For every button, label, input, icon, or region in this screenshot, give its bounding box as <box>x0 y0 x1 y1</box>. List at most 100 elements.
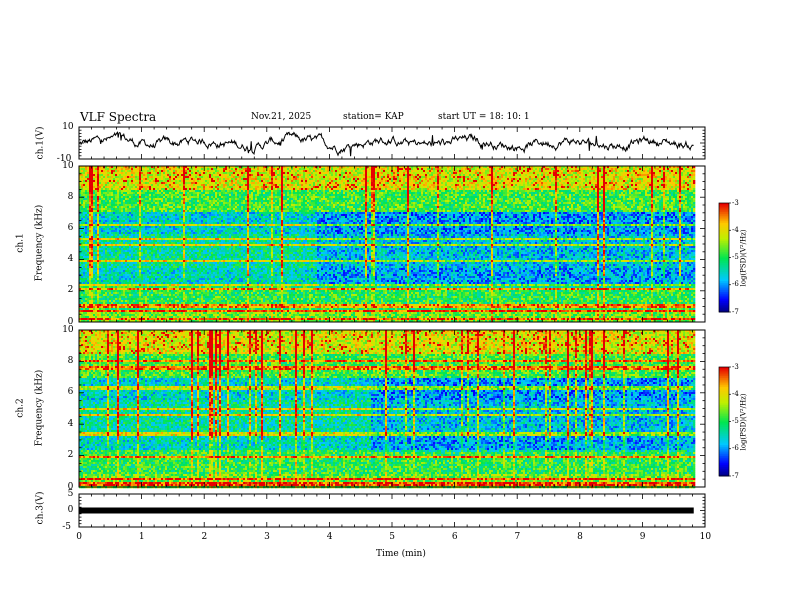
psd-cell <box>659 168 661 170</box>
psd-cell <box>685 168 687 170</box>
psd-cell <box>595 168 597 170</box>
psd-cell <box>293 168 295 170</box>
psd-cell <box>239 168 241 170</box>
psd-cell <box>363 168 365 170</box>
psd-cell <box>95 170 97 172</box>
psd-cell <box>425 168 427 170</box>
psd-cell <box>213 170 215 172</box>
psd-cell <box>259 168 261 170</box>
psd-cell <box>99 170 101 172</box>
psd-cell <box>273 168 275 170</box>
psd-cell <box>525 170 527 172</box>
psd-cell <box>343 168 345 170</box>
psd-cell <box>485 170 487 172</box>
psd-cell <box>505 170 507 172</box>
psd-cell <box>315 170 317 172</box>
psd-cell <box>297 170 299 172</box>
psd-cell <box>399 170 401 172</box>
psd-cell <box>225 168 227 170</box>
psd-cell <box>163 170 165 172</box>
psd-cell <box>543 168 545 170</box>
psd-cell <box>631 168 633 170</box>
psd-cell <box>85 168 87 170</box>
psd-cell <box>377 170 379 172</box>
psd-cell <box>147 168 149 170</box>
psd-cell <box>89 168 91 170</box>
psd-cell <box>549 168 551 170</box>
psd-cell <box>439 170 441 172</box>
psd-cell <box>241 170 243 172</box>
psd-cell <box>369 168 371 170</box>
psd-cell <box>503 170 505 172</box>
psd-cell <box>343 170 345 172</box>
psd-cell <box>573 168 575 170</box>
psd-cell <box>425 170 427 172</box>
psd-cell <box>435 170 437 172</box>
psd-cell <box>319 168 321 170</box>
psd-cell <box>609 168 611 170</box>
psd-cell <box>81 168 83 170</box>
psd-cell <box>231 168 233 170</box>
psd-cell <box>347 170 349 172</box>
psd-cell <box>345 168 347 170</box>
psd-cell <box>307 170 309 172</box>
psd-cell <box>523 170 525 172</box>
psd-cell <box>459 170 461 172</box>
psd-cell <box>433 168 435 170</box>
psd-cell <box>441 170 443 172</box>
psd-cell <box>207 170 209 172</box>
psd-cell <box>423 170 425 172</box>
psd-cell <box>405 168 407 170</box>
psd-cell <box>449 170 451 172</box>
psd-cell <box>615 168 617 170</box>
psd-cell <box>327 168 329 170</box>
psd-cell <box>389 170 391 172</box>
psd-cell <box>415 170 417 172</box>
psd-cell <box>501 168 503 170</box>
psd-cell <box>633 168 635 170</box>
psd-cell <box>367 170 369 172</box>
psd-cell <box>431 168 433 170</box>
psd-cell <box>187 168 189 170</box>
psd-cell <box>349 170 351 172</box>
psd-cell <box>175 170 177 172</box>
psd-cell <box>489 170 491 172</box>
psd-cell <box>327 170 329 172</box>
psd-cell <box>443 168 445 170</box>
psd-cell <box>331 168 333 170</box>
psd-cell <box>373 168 375 170</box>
psd-cell <box>493 170 495 172</box>
psd-cell <box>461 170 463 172</box>
psd-cell <box>159 168 161 170</box>
psd-cell <box>571 168 573 170</box>
psd-cell <box>199 168 201 170</box>
psd-cell <box>535 170 537 172</box>
psd-cell <box>555 168 557 170</box>
psd-cell <box>273 170 275 172</box>
psd-cell <box>175 168 177 170</box>
psd-cell <box>505 168 507 170</box>
psd-cell <box>669 168 671 170</box>
psd-cell <box>271 168 273 170</box>
psd-cell <box>387 170 389 172</box>
psd-cell <box>105 170 107 172</box>
psd-cell <box>303 170 305 172</box>
psd-cell <box>309 170 311 172</box>
psd-cell <box>199 170 201 172</box>
psd-cell <box>345 170 347 172</box>
psd-cell <box>243 168 245 170</box>
psd-cell <box>351 168 353 170</box>
psd-cell <box>521 170 523 172</box>
psd-cell <box>437 168 439 170</box>
psd-cell <box>185 170 187 172</box>
ch1-waveform-panel <box>79 127 705 159</box>
psd-cell <box>375 170 377 172</box>
psd-cell <box>247 168 249 170</box>
psd-cell <box>457 170 459 172</box>
psd-cell <box>263 168 265 170</box>
psd-cell <box>509 170 511 172</box>
psd-cell <box>337 168 339 170</box>
psd-cell <box>325 170 327 172</box>
psd-cell <box>207 168 209 170</box>
psd-cell <box>561 168 563 170</box>
